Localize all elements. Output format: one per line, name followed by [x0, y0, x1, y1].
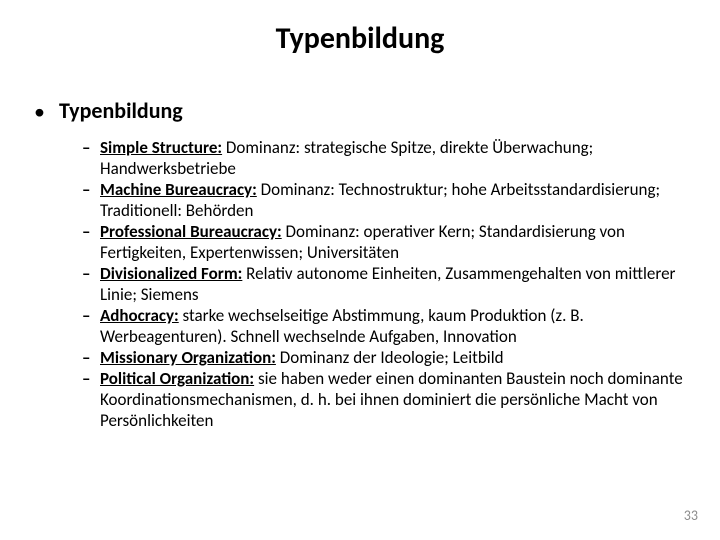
list-item-text: Political Organization: sie haben weder … — [100, 368, 686, 431]
slide: Typenbildung • Typenbildung – Simple Str… — [0, 0, 720, 540]
list-item-text: Simple Structure: Dominanz: strategische… — [100, 137, 686, 179]
list-item: – Simple Structure: Dominanz: strategisc… — [82, 137, 686, 179]
term: Adhocracy: — [100, 305, 179, 326]
level2-list: – Simple Structure: Dominanz: strategisc… — [82, 137, 686, 431]
list-item-text: Missionary Organization: Dominanz der Id… — [100, 347, 686, 368]
list-item-text: Divisionalized Form: Relativ autonome Ei… — [100, 263, 686, 305]
list-item: – Missionary Organization: Dominanz der … — [82, 347, 686, 368]
list-item: – Adhocracy: starke wechselseitige Absti… — [82, 305, 686, 347]
slide-title: Typenbildung — [0, 20, 720, 57]
page-number: 33 — [684, 507, 698, 524]
term: Divisionalized Form: — [100, 263, 242, 284]
dash-icon: – — [82, 137, 100, 158]
list-item: – Political Organization: sie haben wede… — [82, 368, 686, 431]
desc: Dominanz der Ideologie; Leitbild — [276, 347, 504, 368]
dash-icon: – — [82, 347, 100, 368]
list-item-text: Machine Bureaucracy: Dominanz: Technostr… — [100, 179, 686, 221]
bullet-icon: • — [34, 101, 45, 123]
list-item: – Machine Bureaucracy: Dominanz: Technos… — [82, 179, 686, 221]
term: Simple Structure: — [100, 137, 222, 158]
term: Political Organization: — [100, 368, 254, 389]
dash-icon: – — [82, 263, 100, 284]
dash-icon: – — [82, 368, 100, 389]
level1-text: Typenbildung — [59, 100, 183, 122]
term: Missionary Organization: — [100, 347, 276, 368]
level1-item: • Typenbildung — [34, 100, 686, 123]
dash-icon: – — [82, 221, 100, 242]
list-item-text: Adhocracy: starke wechselseitige Abstimm… — [100, 305, 686, 347]
dash-icon: – — [82, 305, 100, 326]
content-area: • Typenbildung – Simple Structure: Domin… — [34, 100, 686, 431]
dash-icon: – — [82, 179, 100, 200]
list-item: – Divisionalized Form: Relativ autonome … — [82, 263, 686, 305]
term: Machine Bureaucracy: — [100, 179, 257, 200]
term: Professional Bureaucracy: — [100, 221, 282, 242]
list-item-text: Professional Bureaucracy: Dominanz: oper… — [100, 221, 686, 263]
list-item: – Professional Bureaucracy: Dominanz: op… — [82, 221, 686, 263]
